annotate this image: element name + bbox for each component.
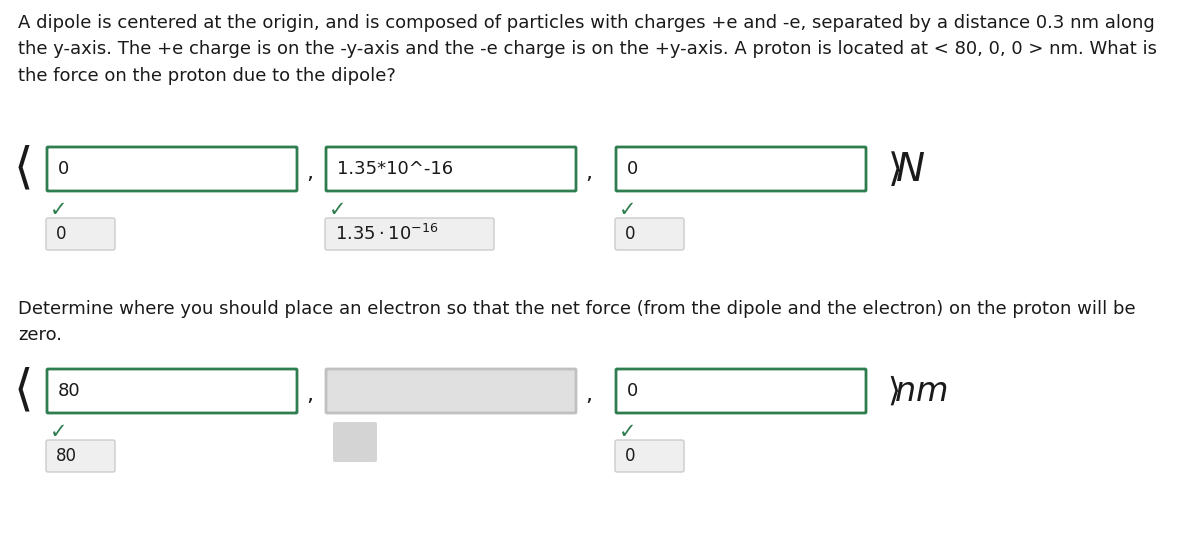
- FancyBboxPatch shape: [47, 147, 298, 191]
- Text: ✓: ✓: [619, 422, 636, 442]
- Text: ,: ,: [306, 385, 313, 405]
- Text: 80: 80: [56, 447, 77, 465]
- FancyBboxPatch shape: [616, 147, 866, 191]
- Text: 0: 0: [628, 160, 638, 178]
- Text: $1.35 \cdot 10^{-16}$: $1.35 \cdot 10^{-16}$: [335, 224, 439, 244]
- FancyBboxPatch shape: [46, 218, 115, 250]
- FancyBboxPatch shape: [616, 218, 684, 250]
- Text: ,: ,: [306, 163, 313, 183]
- FancyBboxPatch shape: [326, 369, 576, 413]
- Text: ✓: ✓: [619, 200, 636, 220]
- Text: 0: 0: [58, 160, 70, 178]
- Text: 0: 0: [625, 447, 636, 465]
- Text: Determine where you should place an electron so that the net force (from the dip: Determine where you should place an elec…: [18, 300, 1135, 344]
- Text: A dipole is centered at the origin, and is composed of particles with charges +e: A dipole is centered at the origin, and …: [18, 14, 1157, 85]
- Text: ✓: ✓: [50, 422, 67, 442]
- FancyBboxPatch shape: [47, 369, 298, 413]
- Text: ✓: ✓: [329, 200, 347, 220]
- Text: $\rangle\!\mathit{nm}$: $\rangle\!\mathit{nm}$: [887, 374, 948, 408]
- FancyBboxPatch shape: [326, 147, 576, 191]
- Text: 1.35*10^-16: 1.35*10^-16: [337, 160, 454, 178]
- Text: $\langle$: $\langle$: [13, 367, 31, 415]
- Text: $\rangle\!\mathit{N}$: $\rangle\!\mathit{N}$: [887, 150, 926, 188]
- FancyBboxPatch shape: [325, 218, 494, 250]
- FancyBboxPatch shape: [46, 440, 115, 472]
- Text: $\langle$: $\langle$: [13, 145, 31, 193]
- Text: 0: 0: [628, 382, 638, 400]
- Text: ,: ,: [586, 385, 592, 405]
- FancyBboxPatch shape: [616, 440, 684, 472]
- Text: ✓: ✓: [50, 200, 67, 220]
- FancyBboxPatch shape: [334, 422, 377, 462]
- Text: ,: ,: [586, 163, 592, 183]
- Text: 0: 0: [56, 225, 66, 243]
- Text: 80: 80: [58, 382, 80, 400]
- FancyBboxPatch shape: [616, 369, 866, 413]
- Text: 0: 0: [625, 225, 636, 243]
